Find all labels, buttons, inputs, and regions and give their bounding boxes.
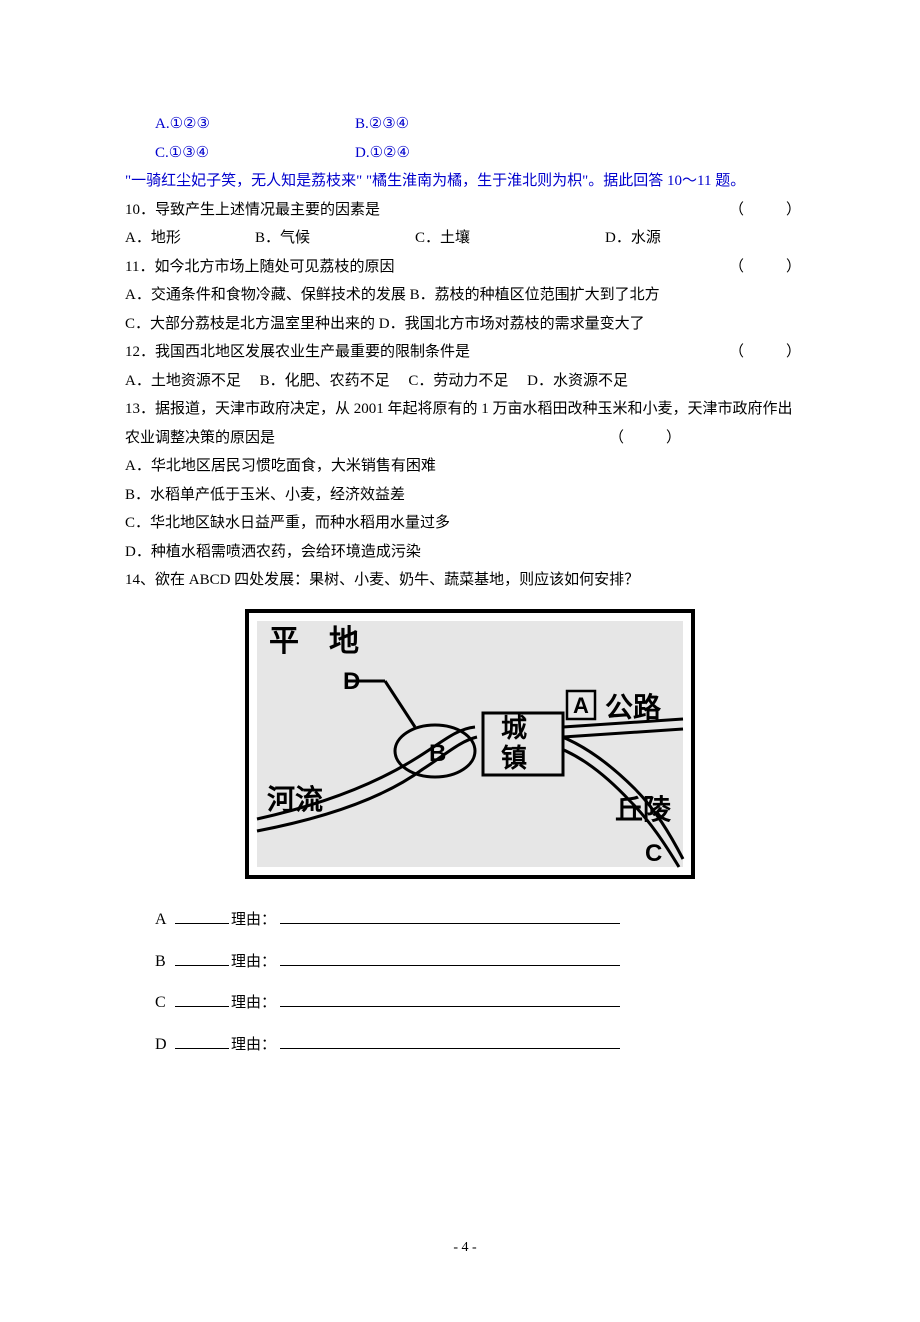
ans-c-reason-label: 理由： [231, 984, 276, 1023]
q11-paren: （ ） [729, 253, 805, 282]
ans-c-blank[interactable] [175, 990, 229, 1007]
q12-d: D．水资源不足 [527, 373, 628, 389]
ans-a-label: A [155, 899, 173, 941]
q11-stem-line: 11．如今北方市场上随处可见荔枝的原因 （ ） [125, 253, 805, 282]
q12-b: B．化肥、农药不足 [260, 373, 390, 389]
map-label-D: D [343, 668, 360, 695]
passage-10-11: "一骑红尘妃子笑，无人知是荔枝来" "橘生淮南为橘，生于淮北则为枳"。据此回答 … [125, 167, 805, 196]
q10-a: A．地形 [125, 224, 255, 253]
q13-c: C．华北地区缺水日益严重，而种水稻用水量过多 [125, 509, 805, 538]
answer-row-b: B 理由： [155, 941, 805, 983]
q13-stem: 13．据报道，天津市政府决定，从 2001 年起将原有的 1 万亩水稻田改种玉米… [125, 401, 793, 446]
ans-b-blank[interactable] [175, 949, 229, 966]
map-label-gonglu: 公路 [605, 692, 662, 723]
ans-b-reason-blank[interactable] [280, 949, 620, 966]
map-label-qiuling: 丘陵 [615, 794, 672, 825]
ans-b-label: B [155, 941, 173, 983]
q12-a: A．土地资源不足 [125, 373, 241, 389]
ans-d-label: D [155, 1024, 173, 1066]
prev-choice-c: C.①③④ [155, 139, 355, 168]
q10-paren: （ ） [729, 196, 805, 225]
q10-b: B．气候 [255, 224, 415, 253]
q13-b: B．水稻单产低于玉米、小麦，经济效益差 [125, 481, 805, 510]
map-label-zhen: 镇 [501, 743, 527, 773]
ans-d-blank[interactable] [175, 1032, 229, 1049]
q10-c: C．土壤 [415, 224, 605, 253]
map-label-C: C [645, 840, 662, 867]
q10-choices: A．地形 B．气候 C．土壤 D．水源 [125, 224, 805, 253]
q13-d: D．种植水稻需喷洒农药，会给环境造成污染 [125, 538, 805, 567]
prev-choice-b: B.②③④ [355, 110, 409, 139]
q11-ab: A．交通条件和食物冷藏、保鲜技术的发展 B．荔枝的种植区位范围扩大到了北方 [125, 281, 805, 310]
ans-b-reason-label: 理由： [231, 943, 276, 982]
q12-c: C．劳动力不足 [408, 373, 508, 389]
q10-stem-line: 10．导致产生上述情况最主要的因素是 （ ） [125, 196, 805, 225]
q12-stem: 12．我国西北地区发展农业生产最重要的限制条件是 [125, 344, 470, 360]
q11-cd: C．大部分荔枝是北方温室里种出来的 D．我国北方市场对荔枝的需求量变大了 [125, 310, 805, 339]
q10-stem: 10．导致产生上述情况最主要的因素是 [125, 202, 380, 218]
prev-choice-a: A.①②③ [155, 110, 355, 139]
q13-a: A．华北地区居民习惯吃面食，大米销售有困难 [125, 452, 805, 481]
map-label-B: B [429, 740, 446, 767]
map-label-heliu: 河流 [267, 784, 323, 815]
ans-d-reason-blank[interactable] [280, 1032, 620, 1049]
page-content: A.①②③ B.②③④ C.①③④ D.①②④ "一骑红尘妃子笑，无人知是荔枝来… [0, 0, 920, 1322]
ans-c-label: C [155, 982, 173, 1024]
ans-a-blank[interactable] [175, 907, 229, 924]
answer-block: A 理由： B 理由： C 理由： D 理由： [155, 899, 805, 1065]
q12-choices: A．土地资源不足 B．化肥、农药不足 C．劳动力不足 D．水资源不足 [125, 367, 805, 396]
map-label-cheng: 城 [501, 713, 527, 743]
answer-row-a: A 理由： [155, 899, 805, 941]
ans-c-reason-blank[interactable] [280, 990, 620, 1007]
ans-d-reason-label: 理由： [231, 1026, 276, 1065]
answer-row-d: D 理由： [155, 1024, 805, 1066]
q12-stem-line: 12．我国西北地区发展农业生产最重要的限制条件是 （ ） [125, 338, 805, 367]
ans-a-reason-blank[interactable] [280, 907, 620, 924]
ans-a-reason-label: 理由： [231, 901, 276, 940]
prev-choices-row1: A.①②③ B.②③④ [125, 110, 805, 139]
prev-choices-row2: C.①③④ D.①②④ [125, 139, 805, 168]
q12-paren: （ ） [729, 338, 805, 367]
q11-stem: 11．如今北方市场上随处可见荔枝的原因 [125, 259, 394, 275]
q10-d: D．水源 [605, 224, 661, 253]
map-label-pingdi: 平 地 [269, 625, 359, 658]
map-label-A: A [573, 693, 589, 718]
q13-paren: （ ） [609, 424, 685, 453]
map-figure: 平 地 城 镇 公路 河流 丘陵 A B C D [245, 609, 805, 890]
prev-choice-d: D.①②④ [355, 139, 410, 168]
q13-stem-line: 13．据报道，天津市政府决定，从 2001 年起将原有的 1 万亩水稻田改种玉米… [125, 395, 805, 452]
page-number: - 4 - [125, 1235, 805, 1262]
answer-row-c: C 理由： [155, 982, 805, 1024]
q14-stem: 14、欲在 ABCD 四处发展：果树、小麦、奶牛、蔬菜基地，则应该如何安排？ [125, 566, 805, 595]
